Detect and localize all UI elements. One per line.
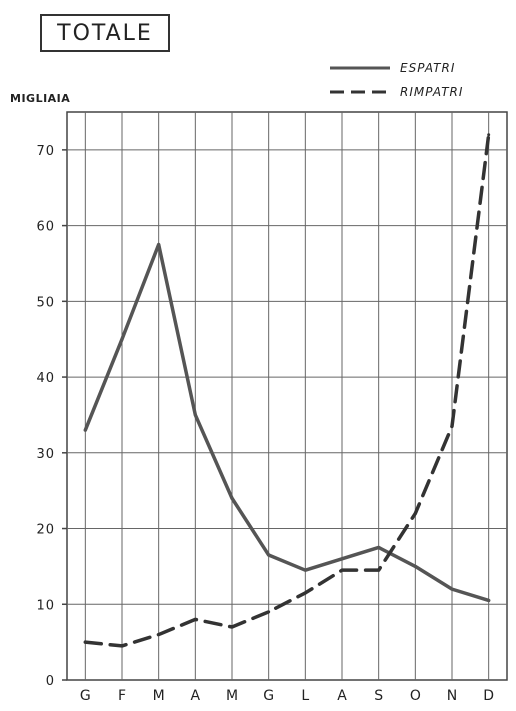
x-tick-label: S (374, 688, 383, 704)
y-tick-label: 50 (36, 295, 55, 310)
data-point-rimpatri (83, 640, 87, 644)
plot-frame (66, 111, 508, 681)
data-point-rimpatri (157, 633, 161, 637)
x-tick-label: G (80, 688, 91, 704)
y-axis-unit-label: MIGLIAIA (10, 92, 71, 105)
data-point-espatri (340, 557, 344, 561)
data-point-espatri (230, 496, 234, 500)
chart-title: TOTALE (40, 14, 170, 52)
data-point-rimpatri (303, 591, 307, 595)
legend-label: RIMPATRI (400, 85, 464, 99)
data-point-espatri (377, 545, 381, 549)
legend-label: ESPATRI (400, 61, 456, 75)
data-point-espatri (83, 428, 87, 432)
x-tick-label: O (410, 688, 421, 704)
legend: ESPATRI RIMPATRI (330, 56, 463, 104)
x-tick-label: A (191, 688, 201, 704)
x-tick-label: F (118, 688, 126, 704)
data-point-rimpatri (120, 644, 124, 648)
data-point-espatri (413, 564, 417, 568)
data-point-rimpatri (230, 625, 234, 629)
data-point-rimpatri (193, 617, 197, 621)
data-point-espatri (450, 587, 454, 591)
x-tick-label: M (226, 688, 238, 704)
y-tick-label: 20 (36, 523, 55, 538)
x-tick-label: N (447, 688, 457, 704)
series-line-rimpatri (83, 132, 491, 648)
legend-dashed-swatch (330, 90, 390, 94)
y-tick-label: 60 (36, 220, 55, 235)
y-tick-label: 0 (46, 674, 55, 689)
y-tick-label: 70 (36, 144, 55, 159)
data-point-rimpatri (377, 568, 381, 572)
data-point-rimpatri (450, 424, 454, 428)
x-tick-label: L (301, 688, 309, 704)
data-point-espatri (267, 553, 271, 557)
y-tick-label: 40 (36, 371, 55, 386)
data-point-rimpatri (340, 568, 344, 572)
y-tick-label: 30 (36, 447, 55, 462)
data-point-espatri (157, 243, 161, 247)
legend-solid-swatch (330, 66, 390, 70)
data-point-rimpatri (267, 610, 271, 614)
series-line-espatri (83, 242, 491, 603)
x-tick-label: D (483, 688, 494, 704)
legend-item-espatri: ESPATRI (330, 56, 463, 80)
data-point-espatri (193, 413, 197, 417)
data-point-espatri (120, 337, 124, 341)
legend-item-rimpatri: RIMPATRI (330, 80, 463, 104)
y-tick-label: 10 (36, 598, 55, 613)
data-point-rimpatri (487, 133, 491, 137)
x-tick-label: M (153, 688, 165, 704)
x-tick-label: A (337, 688, 347, 704)
x-tick-label: G (263, 688, 274, 704)
data-point-espatri (303, 568, 307, 572)
data-point-espatri (487, 598, 491, 602)
data-point-rimpatri (413, 511, 417, 515)
